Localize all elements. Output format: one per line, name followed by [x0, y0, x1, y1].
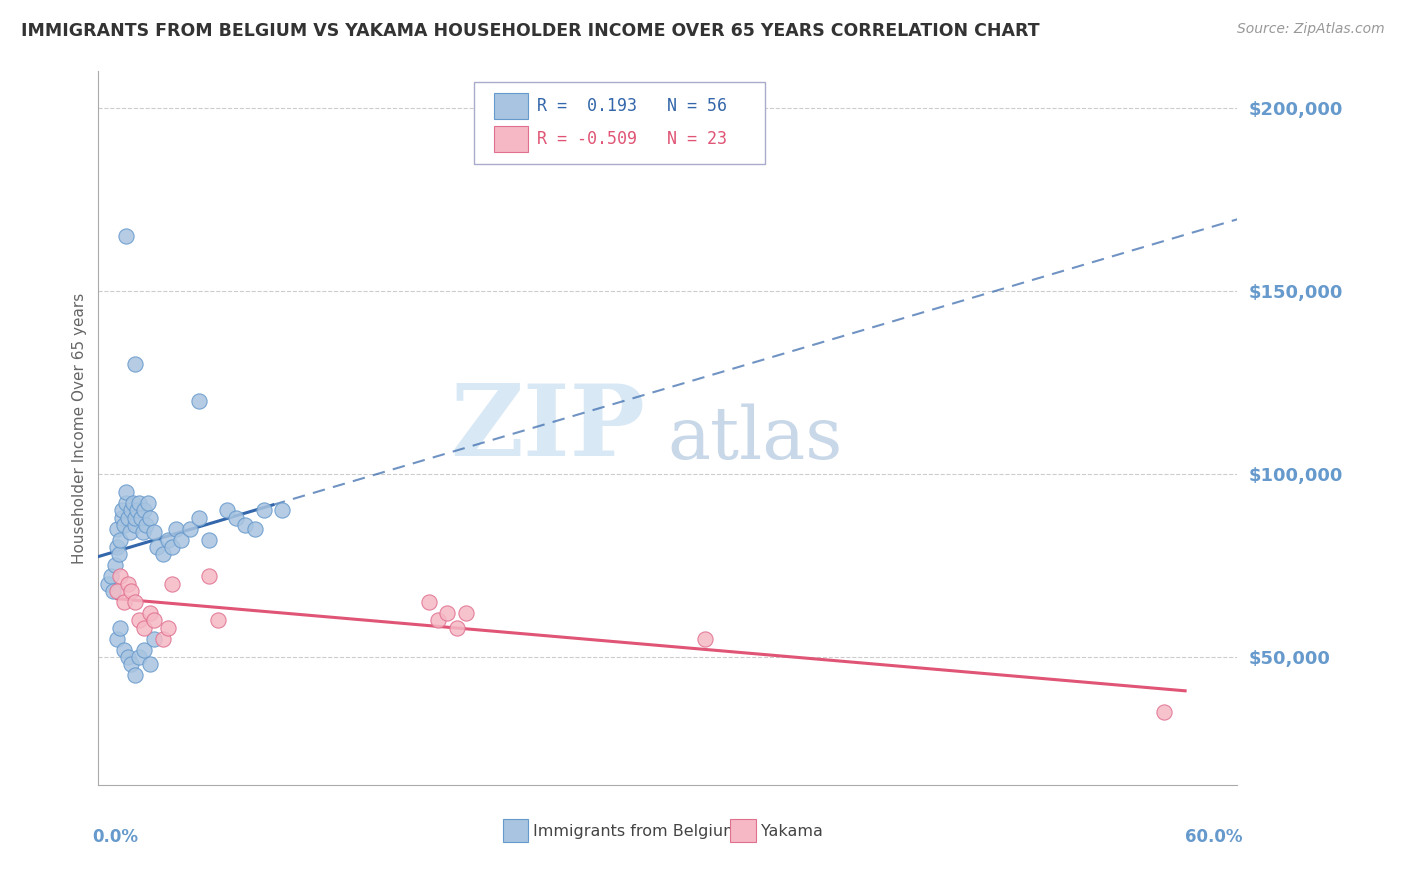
Point — [112, 642, 135, 657]
Point — [142, 632, 165, 646]
Bar — [731, 819, 755, 842]
Point — [160, 576, 183, 591]
Text: R =  0.193   N = 56: R = 0.193 N = 56 — [537, 97, 727, 115]
Bar — [503, 819, 527, 842]
Point — [160, 540, 183, 554]
Point — [134, 642, 156, 657]
Point — [142, 525, 165, 540]
Text: atlas: atlas — [668, 403, 844, 475]
Point — [122, 496, 145, 510]
Point — [136, 496, 159, 510]
Point — [225, 511, 247, 525]
Point — [235, 518, 257, 533]
Point — [131, 525, 153, 540]
Point — [139, 511, 162, 525]
Point — [197, 569, 219, 583]
Text: IMMIGRANTS FROM BELGIUM VS YAKAMA HOUSEHOLDER INCOME OVER 65 YEARS CORRELATION C: IMMIGRANTS FROM BELGIUM VS YAKAMA HOUSEH… — [21, 22, 1039, 40]
Text: Yakama: Yakama — [761, 824, 823, 838]
Point — [115, 485, 138, 500]
Point — [446, 621, 468, 635]
Point — [110, 621, 132, 635]
Point — [117, 511, 139, 525]
Point — [243, 522, 266, 536]
Point — [146, 540, 169, 554]
Y-axis label: Householder Income Over 65 years: Householder Income Over 65 years — [72, 293, 87, 564]
Point — [157, 621, 180, 635]
Point — [188, 511, 211, 525]
Point — [121, 503, 143, 517]
Point — [105, 522, 128, 536]
Point — [170, 533, 193, 547]
Point — [135, 518, 157, 533]
Point — [188, 393, 211, 408]
Text: 60.0%: 60.0% — [1185, 828, 1243, 846]
Point — [152, 548, 174, 562]
Point — [97, 576, 120, 591]
Point — [134, 621, 156, 635]
Point — [436, 606, 458, 620]
Point — [179, 522, 201, 536]
Point — [124, 511, 146, 525]
Point — [124, 518, 146, 533]
Point — [110, 569, 132, 583]
Point — [110, 533, 132, 547]
Point — [125, 503, 148, 517]
Point — [117, 649, 139, 664]
Point — [111, 511, 134, 525]
Point — [124, 668, 146, 682]
Point — [128, 613, 150, 627]
Point — [107, 548, 129, 562]
Point — [101, 584, 124, 599]
Text: 0.0%: 0.0% — [93, 828, 139, 846]
Point — [111, 503, 134, 517]
Point — [105, 584, 128, 599]
Text: Source: ZipAtlas.com: Source: ZipAtlas.com — [1237, 22, 1385, 37]
Point — [152, 632, 174, 646]
Point — [142, 613, 165, 627]
Point — [128, 496, 150, 510]
Point — [112, 518, 135, 533]
Point — [418, 595, 440, 609]
Point — [124, 595, 146, 609]
Point — [454, 606, 477, 620]
Point — [157, 533, 180, 547]
Point — [207, 613, 229, 627]
Point — [121, 657, 143, 672]
Point — [100, 569, 122, 583]
Point — [112, 595, 135, 609]
Point — [118, 525, 141, 540]
Point — [271, 503, 294, 517]
Point — [121, 584, 143, 599]
Bar — [494, 127, 527, 152]
Text: ZIP: ZIP — [450, 380, 645, 476]
Point — [124, 357, 146, 371]
Point — [128, 649, 150, 664]
Point — [115, 496, 138, 510]
Point — [129, 511, 152, 525]
Point — [427, 613, 450, 627]
Point — [215, 503, 238, 517]
Text: R = -0.509   N = 23: R = -0.509 N = 23 — [537, 130, 727, 148]
Point — [104, 558, 127, 573]
Point — [197, 533, 219, 547]
Point — [165, 522, 187, 536]
Point — [134, 503, 156, 517]
Point — [139, 657, 162, 672]
Point — [115, 229, 138, 244]
FancyBboxPatch shape — [474, 82, 765, 164]
Point — [139, 606, 162, 620]
Point — [105, 632, 128, 646]
Point — [253, 503, 276, 517]
Bar — [494, 94, 527, 120]
Point — [693, 632, 716, 646]
Point — [1153, 705, 1175, 719]
Point — [105, 540, 128, 554]
Point — [117, 576, 139, 591]
Text: Immigrants from Belgium: Immigrants from Belgium — [533, 824, 740, 838]
